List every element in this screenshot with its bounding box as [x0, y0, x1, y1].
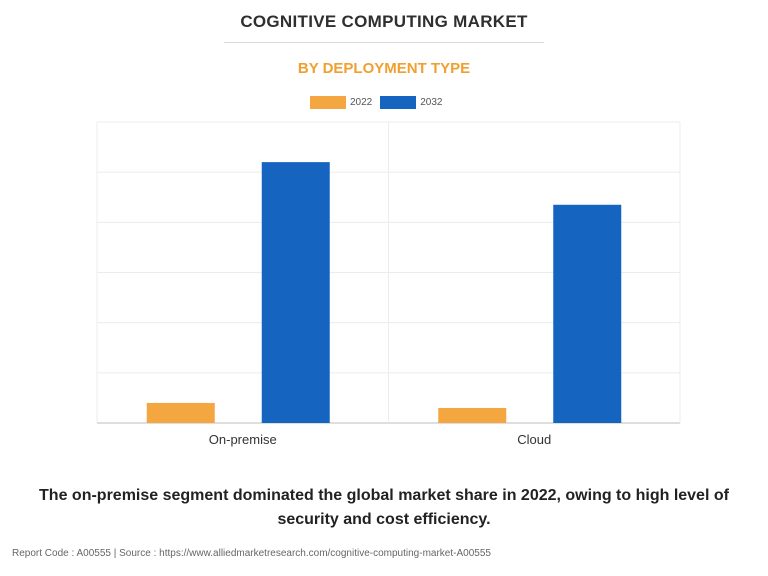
- bar-2022-cloud: [438, 407, 507, 423]
- legend-label-2022: 2022: [350, 97, 373, 108]
- chart-subtitle: BY DEPLOYMENT TYPE: [297, 60, 471, 77]
- report-source-footer: Report Code : A00555 | Source : https://…: [12, 548, 491, 559]
- legend-swatch-2032: [380, 96, 417, 109]
- legend-item-2032[interactable]: 2032: [380, 96, 443, 109]
- legend-swatch-2022: [310, 96, 346, 109]
- chart-title: COGNITIVE COMPUTING MARKET: [240, 12, 528, 31]
- legend: 2022 2032: [310, 96, 451, 109]
- title-divider: [224, 42, 544, 43]
- bar-chart: On-premise Cloud: [96, 121, 681, 447]
- x-tick-label: Cloud: [517, 432, 551, 447]
- bar-2032-cloud: [553, 204, 622, 423]
- chart-caption: The on-premise segment dominated the glo…: [39, 487, 729, 528]
- x-tick-label: On-premise: [209, 432, 277, 447]
- legend-item-2022[interactable]: 2022: [310, 96, 372, 109]
- legend-label-2032: 2032: [420, 97, 443, 108]
- bar-2022-on-premise: [146, 402, 215, 423]
- bar-2032-on-premise: [261, 162, 330, 423]
